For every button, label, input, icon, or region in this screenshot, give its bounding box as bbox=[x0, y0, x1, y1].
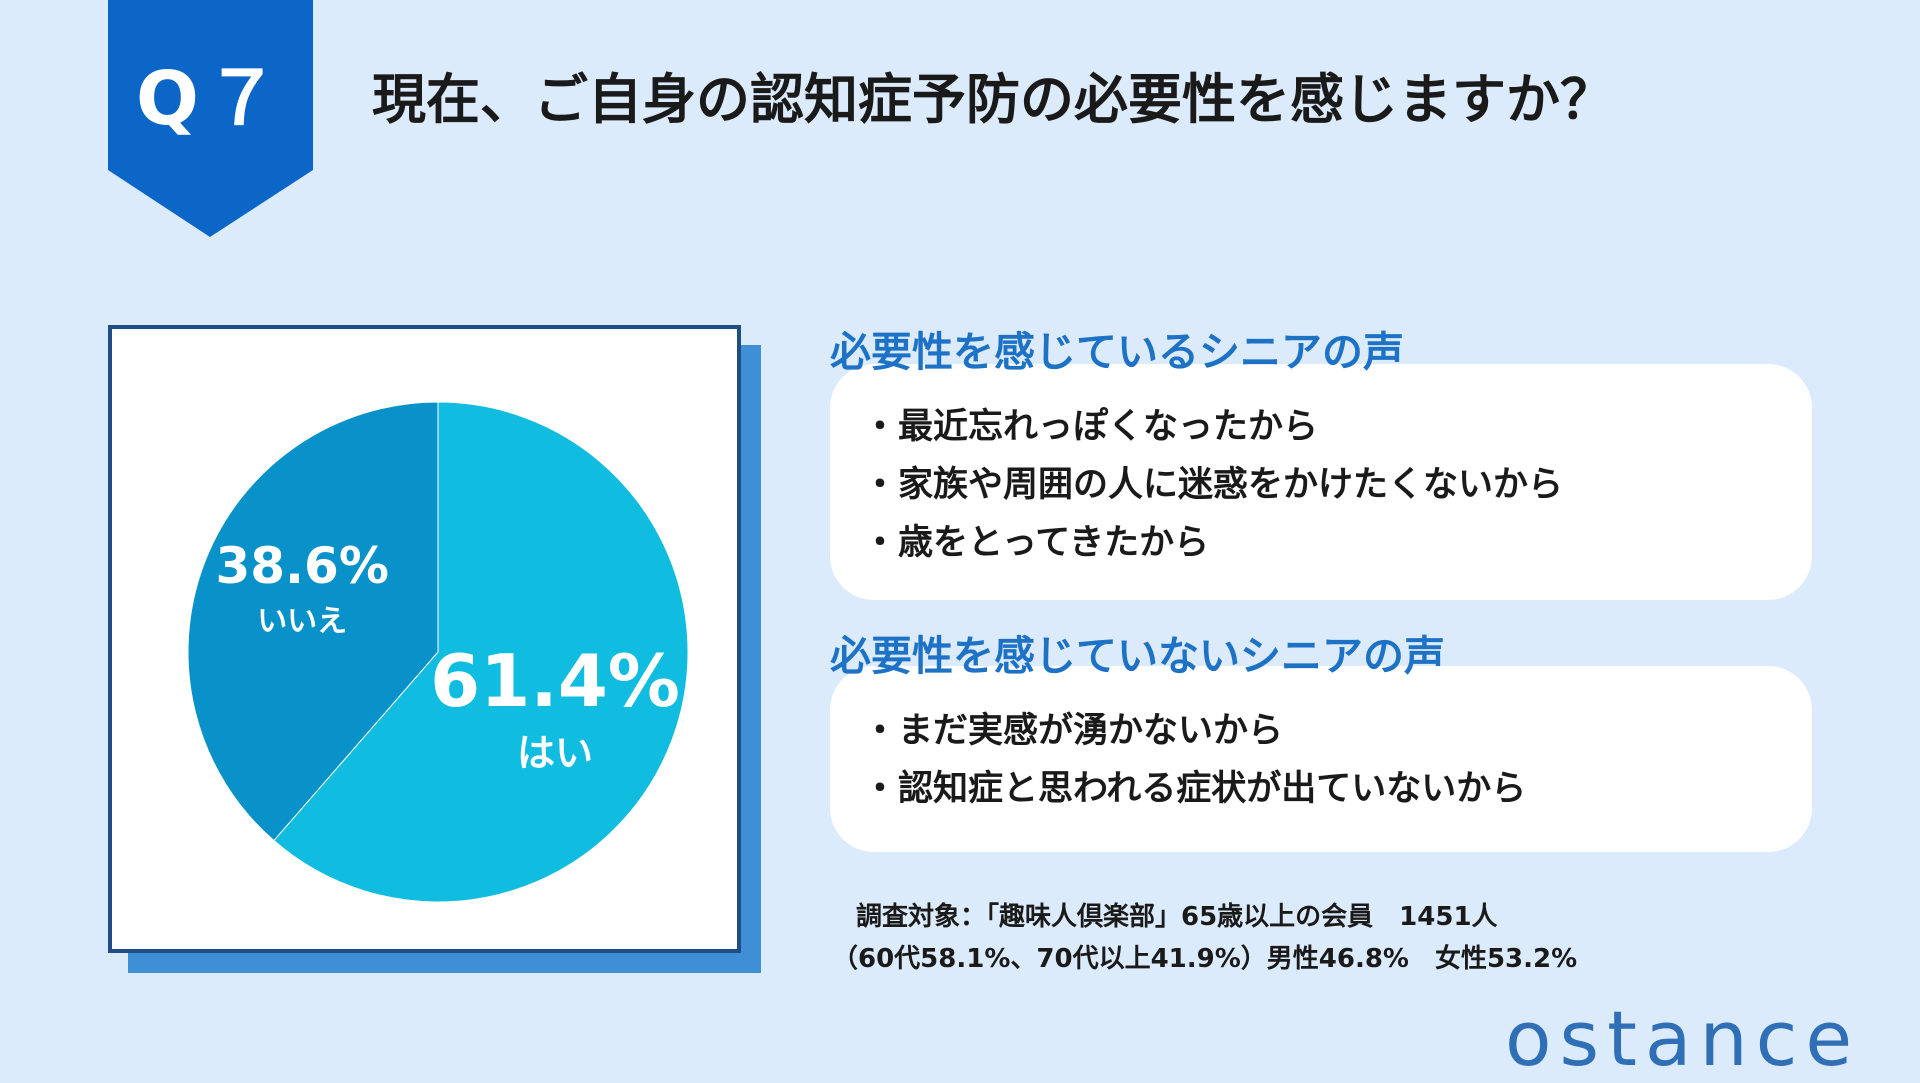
voices-no-list: ・まだ実感が湧かないから ・認知症と思われる症状が出ていないから bbox=[862, 702, 1526, 818]
voice-item: ・歳をとってきたから bbox=[862, 514, 1563, 572]
ostance-logo: ostance bbox=[1505, 994, 1861, 1083]
bullet-dot: ・ bbox=[862, 711, 898, 751]
question-number: Q７ bbox=[136, 56, 285, 142]
voice-item: ・最近忘れっぽくなったから bbox=[862, 398, 1563, 456]
voice-item: ・まだ実感が湧かないから bbox=[862, 702, 1526, 760]
voice-item-text: 歳をとってきたから bbox=[898, 523, 1210, 563]
pie-slice-1 bbox=[187, 401, 439, 842]
bullet-dot: ・ bbox=[862, 407, 898, 447]
voices-no-title: 必要性を感じていないシニアの声 bbox=[830, 632, 1445, 680]
bullet-dot: ・ bbox=[862, 769, 898, 809]
pie-slice-0 bbox=[273, 401, 689, 903]
voice-item-text: 認知症と思われる症状が出ていないから bbox=[898, 769, 1527, 809]
pie-value-label-1: 38.6% bbox=[215, 537, 388, 595]
voice-item: ・家族や周囲の人に迷惑をかけたくないから bbox=[862, 456, 1563, 514]
question-number-badge bbox=[108, 0, 313, 237]
voice-item: ・認知症と思われる症状が出ていないから bbox=[862, 760, 1526, 818]
voice-item-text: 最近忘れっぽくなったから bbox=[898, 407, 1319, 447]
bullet-dot: ・ bbox=[862, 465, 898, 505]
pie-value-label-0: 61.4% bbox=[430, 639, 680, 723]
bullet-dot: ・ bbox=[862, 523, 898, 563]
chart-card: 61.4% はい 38.6% いいえ bbox=[108, 325, 741, 953]
footnote-line-1: 調査対象：「趣味人倶楽部」65歳以上の会員 1451人 bbox=[856, 902, 1498, 932]
voice-item-text: 家族や周囲の人に迷惑をかけたくないから bbox=[898, 465, 1564, 505]
voices-yes-box: ・最近忘れっぽくなったから ・家族や周囲の人に迷惑をかけたくないから ・歳をとってき… bbox=[830, 364, 1812, 600]
voices-yes-list: ・最近忘れっぽくなったから ・家族や周囲の人に迷惑をかけたくないから ・歳をとってき… bbox=[862, 398, 1563, 572]
survey-footnote: 調査対象：「趣味人倶楽部」65歳以上の会員 1451人 （60代58.1%、70… bbox=[832, 896, 1632, 980]
pie-chart: 61.4% はい 38.6% いいえ bbox=[187, 401, 689, 903]
badge-shape bbox=[108, 0, 313, 237]
voices-yes-title: 必要性を感じているシニアの声 bbox=[830, 328, 1404, 376]
pie-category-label-0: はい bbox=[517, 731, 593, 775]
question-title: 現在、ご自身の認知症予防の必要性を感じますか？ bbox=[372, 68, 1614, 131]
pie-category-label-1: いいえ bbox=[257, 604, 347, 639]
voice-item-text: まだ実感が湧かないから bbox=[898, 711, 1284, 751]
voices-no-box: ・まだ実感が湧かないから ・認知症と思われる症状が出ていないから bbox=[830, 666, 1812, 852]
footnote-line-2: （60代58.1%、70代以上41.9%）男性46.8% 女性53.2% bbox=[832, 944, 1578, 974]
